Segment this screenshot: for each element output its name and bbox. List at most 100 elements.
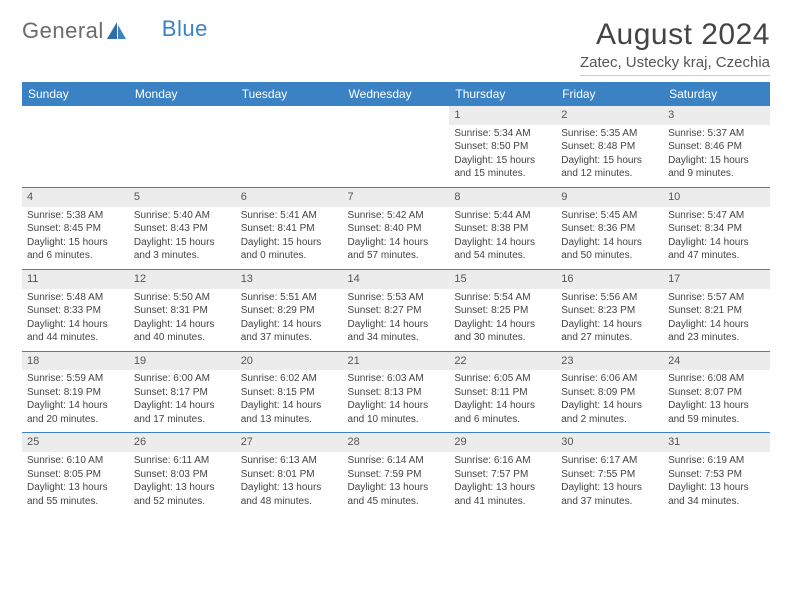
cell-daylight: Daylight: 14 hours and 40 minutes. [134,318,231,345]
day-number: 23 [556,352,663,371]
day-number: 6 [236,188,343,207]
cell-sunset: Sunset: 7:53 PM [668,468,765,482]
cell-sunset: Sunset: 8:50 PM [454,140,551,154]
cell-sunset: Sunset: 8:33 PM [27,304,124,318]
cell-sunset: Sunset: 8:13 PM [348,386,445,400]
cell-sunrise: Sunrise: 5:41 AM [241,209,338,223]
day-number: 18 [22,352,129,371]
cell-sunrise: Sunrise: 5:57 AM [668,291,765,305]
day-number: 11 [22,270,129,289]
day-cell: 21Sunrise: 6:03 AMSunset: 8:13 PMDayligh… [343,351,450,433]
cell-sunrise: Sunrise: 6:05 AM [454,372,551,386]
day-cell: 18Sunrise: 5:59 AMSunset: 8:19 PMDayligh… [22,351,129,433]
cell-daylight: Daylight: 14 hours and 23 minutes. [668,318,765,345]
cell-daylight: Daylight: 14 hours and 57 minutes. [348,236,445,263]
calendar-table: SundayMondayTuesdayWednesdayThursdayFrid… [22,82,770,514]
cell-sunrise: Sunrise: 5:48 AM [27,291,124,305]
cell-sunset: Sunset: 7:59 PM [348,468,445,482]
day-cell: 2Sunrise: 5:35 AMSunset: 8:48 PMDaylight… [556,106,663,187]
day-cell: 22Sunrise: 6:05 AMSunset: 8:11 PMDayligh… [449,351,556,433]
logo-sail-icon [106,21,128,41]
cell-daylight: Daylight: 13 hours and 48 minutes. [241,481,338,508]
day-number: 20 [236,352,343,371]
cell-daylight: Daylight: 14 hours and 50 minutes. [561,236,658,263]
day-number: 29 [449,433,556,452]
cell-daylight: Daylight: 13 hours and 34 minutes. [668,481,765,508]
cell-sunrise: Sunrise: 5:45 AM [561,209,658,223]
cell-daylight: Daylight: 13 hours and 45 minutes. [348,481,445,508]
cell-sunrise: Sunrise: 5:50 AM [134,291,231,305]
cell-sunset: Sunset: 8:48 PM [561,140,658,154]
cell-daylight: Daylight: 14 hours and 34 minutes. [348,318,445,345]
cell-sunrise: Sunrise: 5:54 AM [454,291,551,305]
cell-daylight: Daylight: 13 hours and 55 minutes. [27,481,124,508]
cell-sunrise: Sunrise: 5:38 AM [27,209,124,223]
day-number: 14 [343,270,450,289]
day-number: 24 [663,352,770,371]
cell-daylight: Daylight: 13 hours and 52 minutes. [134,481,231,508]
day-cell: 3Sunrise: 5:37 AMSunset: 8:46 PMDaylight… [663,106,770,187]
cell-sunrise: Sunrise: 5:34 AM [454,127,551,141]
cell-sunrise: Sunrise: 6:14 AM [348,454,445,468]
month-title: August 2024 [580,18,770,52]
day-header: Monday [129,82,236,106]
cell-daylight: Daylight: 14 hours and 6 minutes. [454,399,551,426]
day-cell: 27Sunrise: 6:13 AMSunset: 8:01 PMDayligh… [236,433,343,514]
cell-sunset: Sunset: 8:27 PM [348,304,445,318]
day-number: 1 [449,106,556,125]
logo-text-2: Blue [162,16,208,42]
cell-daylight: Daylight: 15 hours and 15 minutes. [454,154,551,181]
location: Zatec, Ustecky kraj, Czechia [580,54,770,76]
cell-sunrise: Sunrise: 6:03 AM [348,372,445,386]
day-cell [343,106,450,187]
cell-sunset: Sunset: 8:11 PM [454,386,551,400]
cell-sunset: Sunset: 7:57 PM [454,468,551,482]
header: General Blue August 2024 Zatec, Ustecky … [22,18,770,76]
cell-sunset: Sunset: 8:31 PM [134,304,231,318]
day-number: 25 [22,433,129,452]
day-number: 26 [129,433,236,452]
cell-sunset: Sunset: 8:41 PM [241,222,338,236]
week-row: 1Sunrise: 5:34 AMSunset: 8:50 PMDaylight… [22,106,770,187]
cell-sunrise: Sunrise: 6:08 AM [668,372,765,386]
cell-sunrise: Sunrise: 5:35 AM [561,127,658,141]
day-number: 8 [449,188,556,207]
day-cell [236,106,343,187]
day-number: 21 [343,352,450,371]
day-cell: 23Sunrise: 6:06 AMSunset: 8:09 PMDayligh… [556,351,663,433]
day-cell: 31Sunrise: 6:19 AMSunset: 7:53 PMDayligh… [663,433,770,514]
calendar-body: 1Sunrise: 5:34 AMSunset: 8:50 PMDaylight… [22,106,770,514]
day-cell: 30Sunrise: 6:17 AMSunset: 7:55 PMDayligh… [556,433,663,514]
week-row: 18Sunrise: 5:59 AMSunset: 8:19 PMDayligh… [22,351,770,433]
day-header: Thursday [449,82,556,106]
cell-daylight: Daylight: 14 hours and 13 minutes. [241,399,338,426]
day-number: 15 [449,270,556,289]
day-cell: 10Sunrise: 5:47 AMSunset: 8:34 PMDayligh… [663,187,770,269]
cell-sunset: Sunset: 8:43 PM [134,222,231,236]
cell-sunrise: Sunrise: 6:10 AM [27,454,124,468]
cell-sunset: Sunset: 8:17 PM [134,386,231,400]
cell-daylight: Daylight: 15 hours and 6 minutes. [27,236,124,263]
day-cell: 1 Sunrise: 5:34 AMSunset: 8:50 PMDaylight… [449,106,556,187]
day-cell: 26Sunrise: 6:11 AMSunset: 8:03 PMDayligh… [129,433,236,514]
cell-daylight: Daylight: 15 hours and 9 minutes. [668,154,765,181]
logo-text-1: General [22,18,104,44]
cell-sunset: Sunset: 8:34 PM [668,222,765,236]
day-number: 12 [129,270,236,289]
day-number: 10 [663,188,770,207]
day-number: 19 [129,352,236,371]
cell-sunrise: Sunrise: 6:13 AM [241,454,338,468]
cell-sunset: Sunset: 8:25 PM [454,304,551,318]
day-cell: 11Sunrise: 5:48 AMSunset: 8:33 PMDayligh… [22,269,129,351]
day-cell: 5Sunrise: 5:40 AMSunset: 8:43 PMDaylight… [129,187,236,269]
cell-sunrise: Sunrise: 5:51 AM [241,291,338,305]
day-cell: 8Sunrise: 5:44 AMSunset: 8:38 PMDaylight… [449,187,556,269]
cell-daylight: Daylight: 13 hours and 37 minutes. [561,481,658,508]
cell-sunrise: Sunrise: 5:42 AM [348,209,445,223]
day-cell: 28Sunrise: 6:14 AMSunset: 7:59 PMDayligh… [343,433,450,514]
cell-sunset: Sunset: 8:23 PM [561,304,658,318]
cell-sunset: Sunset: 8:05 PM [27,468,124,482]
day-number: 3 [663,106,770,125]
day-cell [22,106,129,187]
cell-sunrise: Sunrise: 6:16 AM [454,454,551,468]
